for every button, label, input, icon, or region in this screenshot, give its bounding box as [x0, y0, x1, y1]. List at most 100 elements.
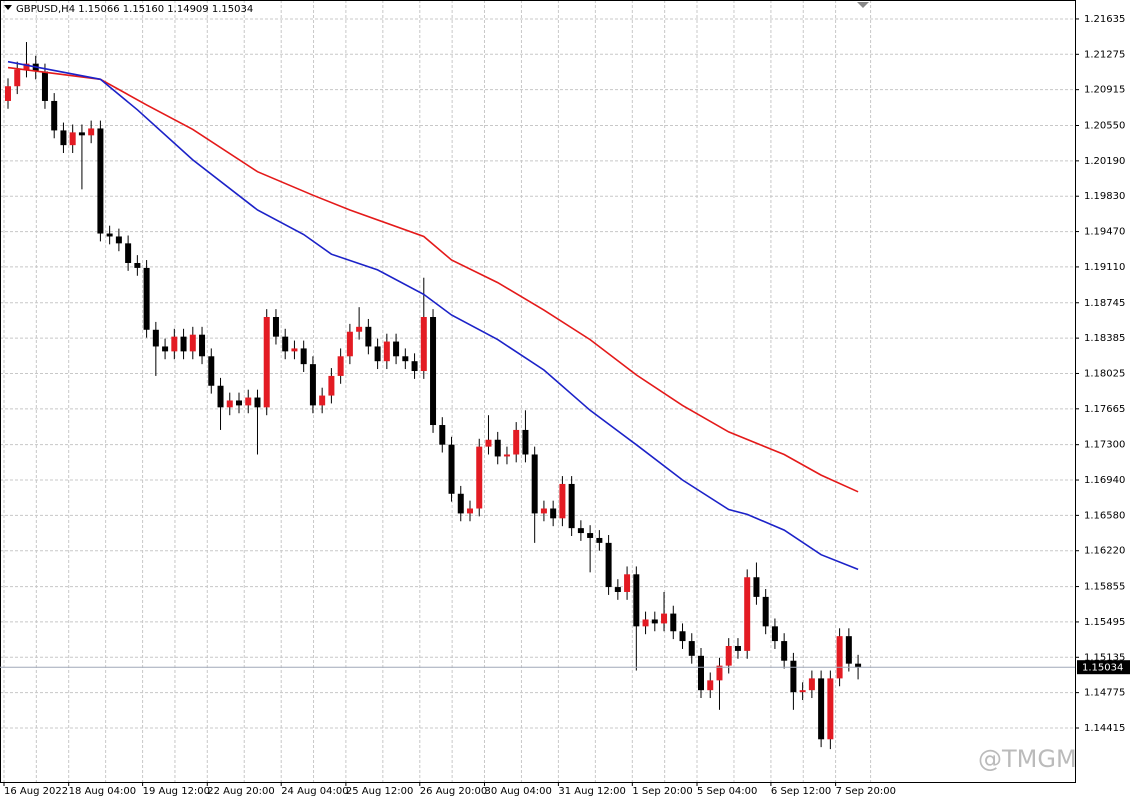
candle-body	[799, 690, 806, 693]
y-tick-label: 1.14775	[1084, 688, 1125, 699]
candle-body	[365, 326, 372, 347]
candle-body	[762, 596, 769, 627]
candle-body	[282, 336, 289, 352]
x-tick-label: 30 Aug 04:00	[484, 786, 551, 797]
candle-body	[716, 665, 723, 681]
x-tick-label: 25 Aug 12:00	[346, 786, 413, 797]
candle-body	[309, 364, 316, 406]
candle-body	[725, 645, 732, 666]
candle-body	[707, 680, 714, 691]
candle-body	[420, 317, 427, 372]
y-tick-label: 1.16220	[1084, 546, 1125, 557]
y-tick-label: 1.21635	[1084, 14, 1125, 25]
watermark: @TMGM	[978, 745, 1077, 773]
candle-body	[845, 636, 852, 664]
plot-area	[5, 42, 862, 750]
x-tick-label: 19 Aug 12:00	[143, 786, 210, 797]
candle-body	[134, 262, 141, 268]
candle-body	[51, 100, 58, 131]
x-tick-label: 24 Aug 04:00	[281, 786, 348, 797]
candle-body	[346, 331, 353, 357]
candle-body	[291, 348, 298, 352]
x-tick-label: 18 Aug 04:00	[69, 786, 136, 797]
y-tick-label: 1.18025	[1084, 368, 1125, 379]
candle-body	[771, 626, 778, 642]
candle-body	[439, 425, 446, 445]
candle-body	[254, 397, 261, 408]
candle-body	[272, 317, 279, 337]
candle-body	[171, 336, 178, 352]
candle-body	[88, 128, 95, 136]
candle-body	[670, 613, 677, 632]
candle-body	[467, 508, 473, 514]
candle-body	[734, 645, 741, 651]
candle-body	[827, 678, 834, 740]
chart-title: GBPUSD,H4 1.15066 1.15160 1.14909 1.1503…	[16, 4, 253, 15]
y-tick-label: 1.20190	[1084, 156, 1125, 167]
x-tick-label: 1 Sep 20:00	[632, 786, 692, 797]
candle-body	[41, 71, 48, 101]
candle-body	[319, 395, 326, 406]
moving-average-line	[7, 66, 859, 493]
candle-body	[744, 577, 751, 651]
candle-body	[688, 641, 695, 656]
candle-body	[217, 385, 224, 408]
candle-body	[661, 613, 668, 624]
candle-body	[624, 574, 631, 592]
candle-body	[503, 454, 510, 457]
x-tick-label: 22 Aug 20:00	[207, 786, 274, 797]
y-tick-label: 1.17300	[1084, 440, 1125, 451]
candle-body	[199, 334, 206, 357]
candle-body	[476, 446, 483, 509]
candle-body	[855, 663, 862, 668]
moving-average-line	[7, 60, 859, 571]
y-tick-label: 1.19110	[1084, 262, 1125, 273]
candle-body	[180, 336, 187, 352]
candle-body	[614, 587, 621, 592]
candle-body	[587, 533, 594, 538]
candle-body	[226, 400, 233, 408]
y-tick-label: 1.15495	[1084, 617, 1125, 628]
candle-body	[550, 508, 557, 519]
candle-body	[430, 317, 437, 426]
candle-body	[605, 542, 612, 588]
y-tick-label: 1.14415	[1084, 723, 1125, 734]
candle-body	[568, 483, 575, 529]
y-tick-label: 1.20550	[1084, 121, 1125, 132]
candle-body	[236, 400, 242, 406]
candle-body	[189, 334, 196, 352]
candle-body	[790, 660, 797, 693]
scroll-arrow[interactable]	[857, 2, 869, 8]
candle-body	[383, 341, 390, 362]
candle-body	[328, 375, 335, 396]
candle-body	[300, 348, 307, 365]
y-tick-label: 1.15855	[1084, 582, 1125, 593]
y-tick-label: 1.21275	[1084, 49, 1125, 60]
candle-body	[106, 233, 113, 237]
x-tick-label: 16 Aug 2022	[4, 786, 68, 797]
menu-arrow[interactable]	[4, 5, 12, 10]
y-tick-label: 1.19470	[1084, 227, 1125, 238]
candle-body	[531, 454, 538, 514]
candle-body	[263, 317, 270, 408]
candle-body	[125, 243, 132, 263]
candle-body	[698, 655, 704, 691]
x-tick-label: 31 Aug 12:00	[558, 786, 625, 797]
candle-body	[411, 361, 418, 372]
y-tick-label: 1.18385	[1084, 333, 1125, 344]
candle-body	[78, 132, 85, 136]
candle-body	[337, 356, 344, 376]
x-tick-label: 26 Aug 20:00	[420, 786, 487, 797]
candle-body	[69, 132, 76, 146]
y-tick-label: 1.17665	[1084, 404, 1125, 415]
x-tick-label: 6 Sep 12:00	[771, 786, 831, 797]
candle-body	[596, 537, 603, 543]
x-tick-label: 5 Sep 04:00	[697, 786, 757, 797]
candle-body	[115, 236, 122, 244]
candle-body	[522, 429, 529, 455]
candle-body	[836, 636, 843, 679]
candle-body	[402, 356, 409, 362]
candle-body	[448, 444, 455, 494]
last-price-label: 1.15034	[1082, 663, 1123, 674]
candle-body	[143, 267, 150, 330]
